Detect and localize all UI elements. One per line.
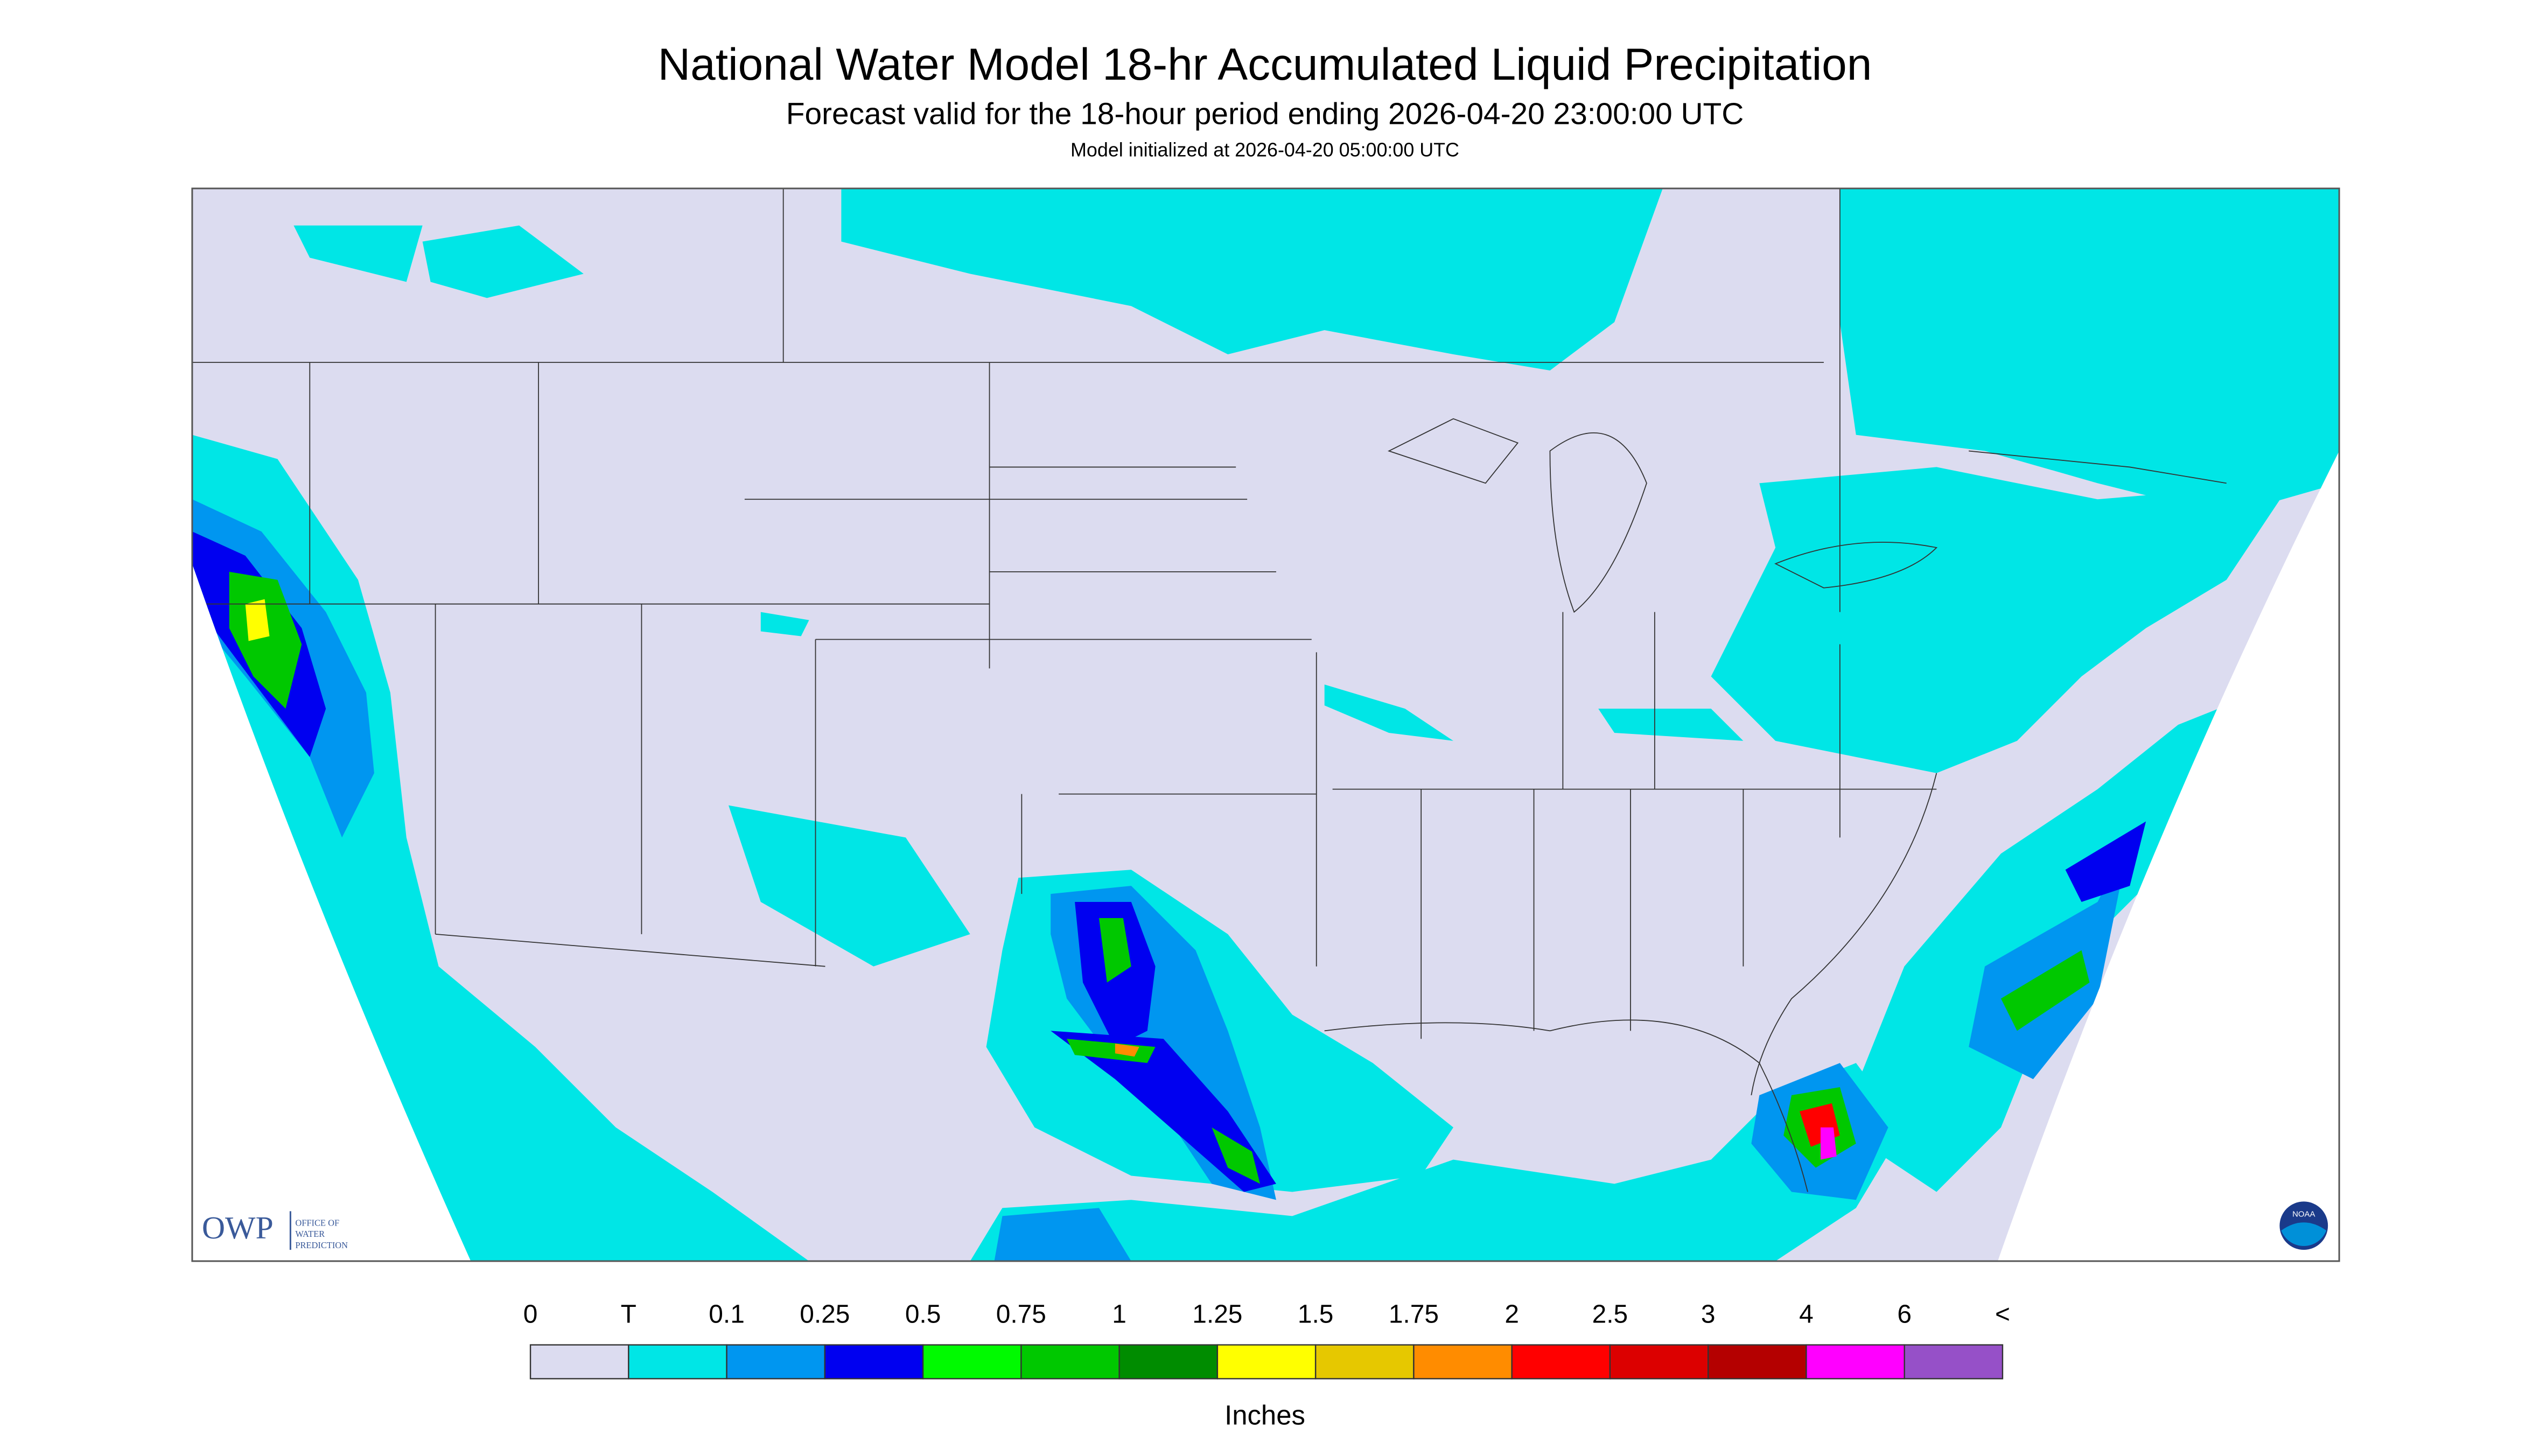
- owp-text: OWP: [202, 1210, 274, 1245]
- legend-swatch: [1314, 1344, 1415, 1380]
- legend-label: 2: [1505, 1300, 1519, 1328]
- legend-swatch: [1511, 1344, 1611, 1380]
- init-time: Model initialized at 2026-04-20 05:00:00…: [1070, 139, 1459, 161]
- legend-label: 4: [1799, 1300, 1814, 1328]
- legend-label: 1.25: [1192, 1300, 1242, 1328]
- legend-swatch: [1904, 1344, 2004, 1380]
- legend: 0 T 0.1 0.25 0.5 0.75 1 1.25 1.5 1.75 2 2.5 3 4 6 <: [523, 1300, 2010, 1380]
- legend-label: 0.75: [996, 1300, 1046, 1328]
- legend-label: 6: [1897, 1300, 1912, 1328]
- legend-swatch: [1707, 1344, 1807, 1380]
- legend-label: T: [621, 1300, 636, 1328]
- noaa-text: NOAA: [2292, 1209, 2315, 1219]
- owp-line: WATER: [295, 1229, 325, 1239]
- legend-swatch: [1216, 1344, 1317, 1380]
- owp-line: OFFICE OF: [295, 1217, 339, 1228]
- title: National Water Model 18-hr Accumulated L…: [658, 39, 1872, 89]
- legend-swatch: [1806, 1344, 1905, 1380]
- legend-units: Inches: [1224, 1400, 1305, 1431]
- legend-swatch: [824, 1344, 924, 1380]
- legend-label: 0: [523, 1300, 538, 1328]
- legend-label: 0.1: [709, 1300, 745, 1328]
- map: OWP OFFICE OF WATER PREDICTION NOAA: [191, 187, 2340, 1262]
- noaa-logo: NOAA: [2279, 1201, 2328, 1250]
- legend-swatch: [726, 1344, 826, 1380]
- legend-label: 1: [1112, 1300, 1126, 1328]
- legend-swatch: [1609, 1344, 1709, 1380]
- map-border: [191, 187, 2340, 1262]
- legend-label: 1.5: [1298, 1300, 1334, 1328]
- precip-intense: [245, 599, 1840, 1160]
- legend-swatch: [1020, 1344, 1120, 1380]
- owp-logo: OWP OFFICE OF WATER PREDICTION: [202, 1210, 348, 1250]
- legend-label: <: [1995, 1300, 2010, 1328]
- owp-line: PREDICTION: [295, 1240, 348, 1250]
- legend-swatch: [1413, 1344, 1513, 1380]
- legend-label: 2.5: [1592, 1300, 1628, 1328]
- noaa-wave: [2281, 1222, 2327, 1246]
- legend-swatch: [529, 1344, 629, 1380]
- subtitle: Forecast valid for the 18-hour period en…: [786, 97, 1744, 131]
- legend-swatch: [922, 1344, 1022, 1380]
- legend-label: 1.75: [1389, 1300, 1439, 1328]
- legend-label: 0.5: [905, 1300, 941, 1328]
- legend-swatch: [1118, 1344, 1219, 1380]
- legend-label: 0.25: [800, 1300, 850, 1328]
- boundaries: [192, 188, 2227, 1192]
- legend-label: 3: [1701, 1300, 1716, 1328]
- legend-swatch: [628, 1344, 727, 1380]
